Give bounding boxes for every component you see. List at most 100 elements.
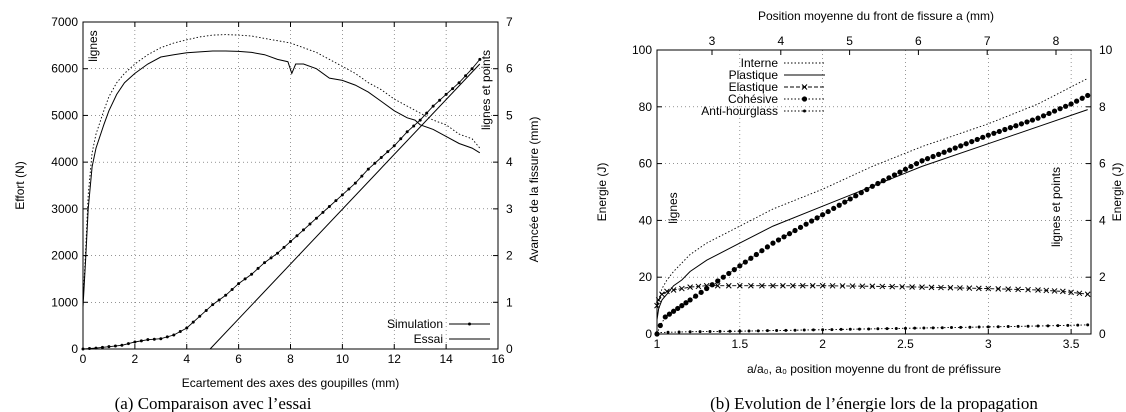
series-2-marker [334, 199, 338, 203]
series-3-marker [753, 251, 759, 258]
series-3-marker [657, 322, 663, 329]
series-2-marker [889, 283, 896, 290]
series-2-marker [470, 67, 474, 71]
series-line-4 [656, 324, 1088, 334]
series-2-marker [353, 181, 357, 185]
x-tick-label: 6 [235, 352, 242, 366]
series-2-marker [340, 193, 344, 197]
x-tick-label: 4 [183, 352, 190, 366]
legend-label: Simulation [387, 317, 443, 331]
series-4-marker [728, 329, 732, 333]
legend-marker-b3 [801, 96, 808, 102]
series-line-0 [82, 34, 481, 303]
series-2-marker [947, 284, 954, 291]
y-tick-label: 3000 [51, 202, 78, 216]
series-2-marker [120, 343, 124, 347]
series-3-marker [902, 166, 909, 172]
y-tick-label: 5000 [51, 108, 78, 122]
series-2-marker [178, 329, 182, 333]
series-4-marker [996, 325, 1000, 329]
series-3-marker [958, 143, 964, 149]
series-4-marker [848, 327, 852, 331]
y2-tick-label: 7 [506, 15, 513, 29]
series-2-marker [113, 344, 117, 348]
series-2-marker [412, 124, 416, 128]
series-3-marker [781, 234, 787, 240]
series-2-marker [1051, 288, 1058, 294]
series-3-marker [1007, 125, 1013, 131]
series-4-marker [903, 326, 907, 330]
series-2-marker [211, 303, 215, 307]
series-2-marker [165, 335, 169, 339]
series-4-marker [1036, 324, 1040, 328]
series-2-marker [327, 205, 331, 209]
series-4-marker [784, 328, 788, 332]
series-2-marker [687, 284, 693, 290]
series-3-marker [947, 147, 953, 153]
x-tick-label: 2.5 [897, 337, 914, 351]
legend-marker-b4 [803, 109, 806, 113]
series-3-marker [842, 199, 848, 205]
series-2-marker [736, 282, 743, 289]
x-axis-title: a/a₀, a₀ position moyenne du front de pr… [747, 362, 1001, 376]
y2-tick-label: 0 [506, 342, 513, 356]
x-tick-label: 14 [439, 352, 453, 366]
series-2-marker [159, 337, 163, 341]
series-3-marker [897, 169, 903, 175]
series-2-marker [224, 293, 228, 297]
y2-tick-label: 4 [506, 155, 513, 169]
series-3-marker [1063, 103, 1069, 109]
series-line-3 [209, 63, 481, 350]
series-4-marker [738, 329, 742, 333]
series-2-marker [985, 285, 992, 292]
series-3-marker [853, 193, 859, 199]
x-tick-label: 3 [985, 337, 992, 351]
series-4-marker [666, 330, 670, 334]
series-2-marker [770, 282, 776, 289]
series-2-marker [126, 342, 130, 346]
legend-label: Interne [741, 56, 779, 70]
series-3-marker [709, 282, 715, 288]
series-3-marker [792, 227, 798, 234]
series-4-marker [1026, 324, 1030, 328]
series-2-marker [276, 251, 280, 255]
series-3-marker [814, 215, 820, 221]
series-4-marker [940, 326, 944, 330]
series-3-marker [775, 237, 782, 243]
series-4-marker [793, 328, 797, 332]
series-3-marker [737, 263, 743, 269]
series-2-marker [172, 333, 176, 337]
series-3-marker [991, 130, 997, 136]
series-3-marker [759, 248, 765, 254]
series-3-marker [869, 183, 875, 189]
series-2-marker [759, 282, 765, 289]
series-2-marker [839, 283, 846, 289]
series-2-marker [799, 282, 806, 289]
x-tick-label: 8 [287, 352, 294, 366]
series-4-marker [830, 328, 834, 332]
series-2-marker [849, 283, 856, 289]
series-4-marker [756, 329, 760, 333]
series-2-marker [191, 320, 195, 324]
series-2-marker [230, 287, 234, 291]
series-2-marker [654, 302, 660, 309]
series-3-marker [683, 300, 689, 306]
series-2-marker [1059, 288, 1066, 295]
series-3-marker [985, 132, 991, 138]
series-2-marker [379, 155, 383, 159]
series-4-marker [802, 328, 806, 332]
series-2-marker [399, 137, 403, 141]
series-2-marker [869, 283, 876, 290]
series-2-marker [100, 345, 104, 349]
series-2-marker [899, 283, 906, 290]
series-4-marker [698, 330, 702, 334]
series-2-marker [107, 345, 111, 349]
y-axis-title: Energie (J) [595, 163, 609, 222]
series-2-marker [81, 347, 85, 351]
series-4-marker [959, 325, 963, 329]
series-2-marker [256, 266, 260, 270]
series-3-marker [1046, 110, 1052, 117]
series-3-marker [1018, 121, 1025, 127]
series-2-marker [360, 174, 364, 178]
series-4-marker [931, 326, 935, 330]
